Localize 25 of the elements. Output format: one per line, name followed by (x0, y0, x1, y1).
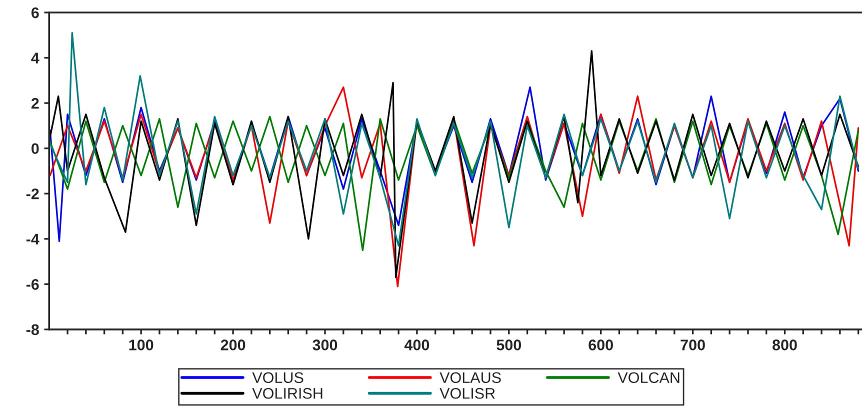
line-series (49, 116, 860, 252)
y-tick-label: -6 (26, 279, 39, 290)
y-tick-label: 0 (32, 143, 39, 154)
x-tick-label: 500 (496, 340, 522, 350)
legend-label: VOLISR (440, 388, 495, 399)
y-tick-label: -8 (26, 324, 39, 336)
legend-label: VOLCAN (618, 372, 680, 384)
x-tick-label: 300 (312, 340, 338, 350)
x-tick-label: 600 (588, 340, 613, 350)
legend-label: VOLIRISH (252, 388, 322, 399)
y-tick-label: -2 (26, 188, 39, 200)
y-tick-label: -4 (26, 234, 40, 244)
x-tick-label: 400 (404, 340, 430, 350)
x-tick-label: 800 (772, 340, 797, 350)
x-tick-label: 200 (220, 340, 246, 350)
line-series (49, 32, 860, 247)
line-series (49, 50, 860, 278)
y-tick-label: 4 (31, 52, 40, 64)
y-tick-label: 2 (31, 98, 39, 109)
legend-label: VOLAUS (440, 372, 501, 384)
x-tick-label: 100 (129, 340, 154, 350)
y-tick-label: 6 (31, 7, 39, 18)
x-tick-label: 700 (680, 340, 705, 350)
legend-label: VOLUS (252, 372, 304, 384)
line-series (49, 86, 860, 288)
